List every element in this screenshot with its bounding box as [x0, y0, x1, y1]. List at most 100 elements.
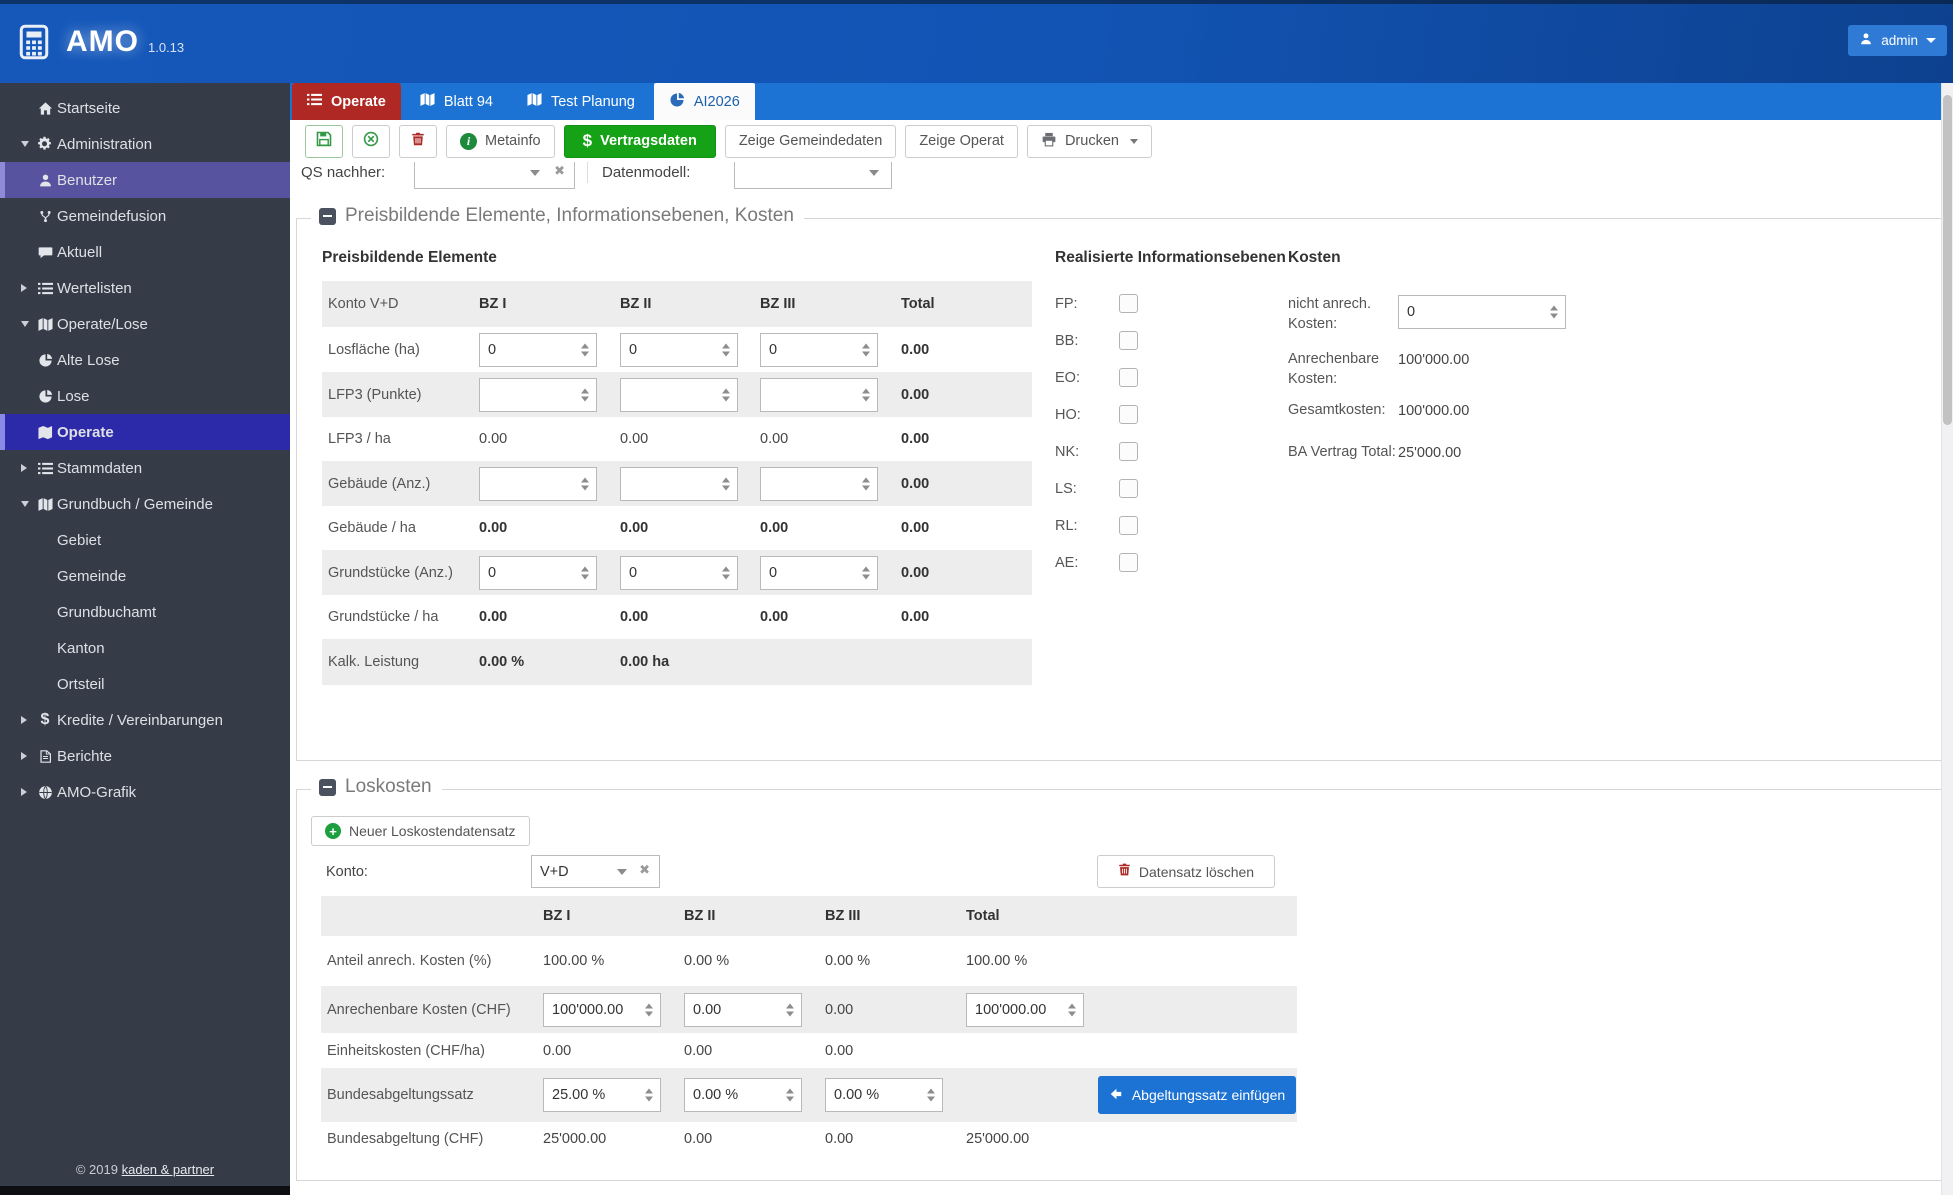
tab-bar: Operate Blatt 94 Test Planung AI2026 — [290, 83, 1953, 120]
spinner-arrows[interactable] — [722, 477, 730, 490]
sidebar-item-wertelisten[interactable]: Wertelisten — [0, 270, 290, 306]
anrechenbare-bz2-input[interactable]: 0.00 — [684, 992, 802, 1027]
sidebar-item-grundbuch-gemeinde[interactable]: Grundbuch / Gemeinde — [0, 486, 290, 522]
spinner-arrows[interactable] — [722, 566, 730, 579]
losflaeche-bz3-input[interactable]: 0 — [760, 332, 878, 367]
cancel-button[interactable] — [352, 124, 390, 158]
sidebar-item-operate-lose[interactable]: Operate/Lose — [0, 306, 290, 342]
sidebar-item-benutzer[interactable]: Benutzer — [0, 162, 290, 198]
grundstuecke-bz2-input[interactable]: 0 — [620, 555, 738, 590]
zeige-operat-button[interactable]: Zeige Operat — [905, 124, 1018, 158]
spinner-arrows[interactable] — [927, 1088, 935, 1102]
sidebar-item-startseite[interactable]: Startseite — [0, 90, 290, 126]
lfp3-bz3-input[interactable] — [760, 377, 878, 412]
losflaeche-bz1-input[interactable]: 0 — [479, 332, 597, 367]
spinner-arrows[interactable] — [1068, 1003, 1076, 1016]
spinner-arrows[interactable] — [1550, 305, 1558, 319]
rl-checkbox[interactable] — [1119, 516, 1138, 535]
spinner-arrows[interactable] — [862, 566, 870, 579]
clear-icon[interactable]: ✖ — [554, 164, 565, 179]
lfp3-bz1-input[interactable] — [479, 377, 597, 412]
sidebar-item-gemeindefusion[interactable]: Gemeindefusion — [0, 198, 290, 234]
sidebar-item-amo-grafik[interactable]: AMO-Grafik — [0, 774, 290, 810]
spinner-arrows[interactable] — [862, 477, 870, 490]
nicht-anrech-kosten-input[interactable]: 0 — [1398, 295, 1566, 329]
datensatz-loeschen-button[interactable]: Datensatz löschen — [1097, 855, 1275, 888]
lfp3-bz2-input[interactable] — [620, 377, 738, 412]
list-item: EO: — [1055, 359, 1288, 396]
sidebar-item-kredite-vereinbarungen[interactable]: $ Kredite / Vereinbarungen — [0, 702, 290, 738]
sidebar-item-aktuell[interactable]: Aktuell — [0, 234, 290, 270]
collapse-icon[interactable] — [319, 207, 336, 225]
anrechenbare-total-input[interactable]: 100'000.00 — [966, 992, 1084, 1027]
dollar-icon: $ — [582, 131, 593, 150]
collapse-icon[interactable] — [319, 778, 336, 796]
bb-checkbox[interactable] — [1119, 331, 1138, 350]
spinner-arrows[interactable] — [581, 343, 589, 356]
metainfo-button[interactable]: i Metainfo — [446, 124, 555, 158]
drucken-button[interactable]: Drucken — [1026, 124, 1152, 158]
sidebar-item-gebiet[interactable]: Gebiet — [57, 531, 102, 549]
delete-button[interactable] — [399, 124, 437, 158]
spinner-arrows[interactable] — [581, 566, 589, 579]
sidebar-item-operate[interactable]: Operate — [0, 414, 290, 450]
sidebar-item-alte-lose[interactable]: Alte Lose — [0, 342, 290, 378]
neuer-loskostendatensatz-button[interactable]: + Neuer Loskostendatensatz — [311, 816, 530, 846]
konto-select[interactable]: V+D ✖ — [531, 855, 660, 888]
sidebar-item-ortsteil[interactable]: Ortsteil — [57, 675, 105, 693]
scrollbar-thumb[interactable] — [1943, 95, 1952, 425]
vertragsdaten-button[interactable]: $ Vertragsdaten — [563, 124, 716, 158]
sidebar-item-lose[interactable]: Lose — [0, 378, 290, 414]
spinner-arrows[interactable] — [645, 1088, 653, 1102]
clear-icon[interactable]: ✖ — [639, 863, 650, 878]
tab-blatt-94[interactable]: Blatt 94 — [405, 83, 508, 120]
vertical-scrollbar[interactable] — [1941, 83, 1953, 1195]
spinner-arrows[interactable] — [786, 1088, 794, 1102]
grundstuecke-bz1-input[interactable]: 0 — [479, 555, 597, 590]
tab-operate[interactable]: Operate — [292, 83, 401, 120]
ls-checkbox[interactable] — [1119, 479, 1138, 498]
spinner-arrows[interactable] — [862, 388, 870, 401]
spinner-arrows[interactable] — [722, 388, 730, 401]
spinner-arrows[interactable] — [786, 1003, 794, 1016]
user-menu-button[interactable]: admin — [1848, 25, 1947, 56]
copyright-link[interactable]: kaden & partner — [121, 1162, 215, 1177]
tab-test-planung[interactable]: Test Planung — [512, 83, 650, 120]
preisbildende-table: Konto V+D BZ I BZ II BZ III Total Losflä… — [322, 281, 1032, 685]
datenmodell-select[interactable] — [734, 162, 892, 189]
spinner-arrows[interactable] — [645, 1003, 653, 1016]
spinner-arrows[interactable] — [581, 477, 589, 490]
zeige-gemeindedaten-button[interactable]: Zeige Gemeindedaten — [724, 124, 897, 158]
sidebar-item-grundbuchamt[interactable]: Grundbuchamt — [57, 603, 157, 621]
fp-checkbox[interactable] — [1119, 294, 1138, 313]
sidebar-item-stammdaten[interactable]: Stammdaten — [0, 450, 290, 486]
save-icon — [316, 131, 332, 151]
tab-ai2026[interactable]: AI2026 — [653, 83, 755, 120]
ae-checkbox[interactable] — [1119, 553, 1138, 572]
sidebar-item-gemeinde[interactable]: Gemeinde — [57, 567, 127, 585]
gebaeude-bz3-input[interactable] — [760, 466, 878, 501]
divider — [587, 162, 588, 183]
ho-checkbox[interactable] — [1119, 405, 1138, 424]
anrechenbare-bz1-input[interactable]: 100'000.00 — [543, 992, 661, 1027]
eo-checkbox[interactable] — [1119, 368, 1138, 387]
gebaeude-bz1-input[interactable] — [479, 466, 597, 501]
list-item: HO: — [1055, 396, 1288, 433]
bundesabgeltungssatz-bz3-input[interactable]: 0.00 % — [825, 1078, 943, 1112]
qs-nachher-select[interactable]: ✖ — [414, 162, 575, 189]
list-item: FP: — [1055, 285, 1288, 322]
sidebar-item-kanton[interactable]: Kanton — [57, 639, 105, 657]
grundstuecke-bz3-input[interactable]: 0 — [760, 555, 878, 590]
save-button[interactable] — [305, 124, 343, 158]
bundesabgeltungssatz-bz1-input[interactable]: 25.00 % — [543, 1078, 661, 1112]
spinner-arrows[interactable] — [722, 343, 730, 356]
bundesabgeltungssatz-bz2-input[interactable]: 0.00 % — [684, 1078, 802, 1112]
abgeltungssatz-einfuegen-button[interactable]: Abgeltungssatz einfügen — [1098, 1076, 1296, 1114]
gebaeude-bz2-input[interactable] — [620, 466, 738, 501]
losflaeche-bz2-input[interactable]: 0 — [620, 332, 738, 367]
spinner-arrows[interactable] — [581, 388, 589, 401]
nk-checkbox[interactable] — [1119, 442, 1138, 461]
sidebar-item-administration[interactable]: Administration — [0, 126, 290, 162]
spinner-arrows[interactable] — [862, 343, 870, 356]
sidebar-item-berichte[interactable]: Berichte — [0, 738, 290, 774]
